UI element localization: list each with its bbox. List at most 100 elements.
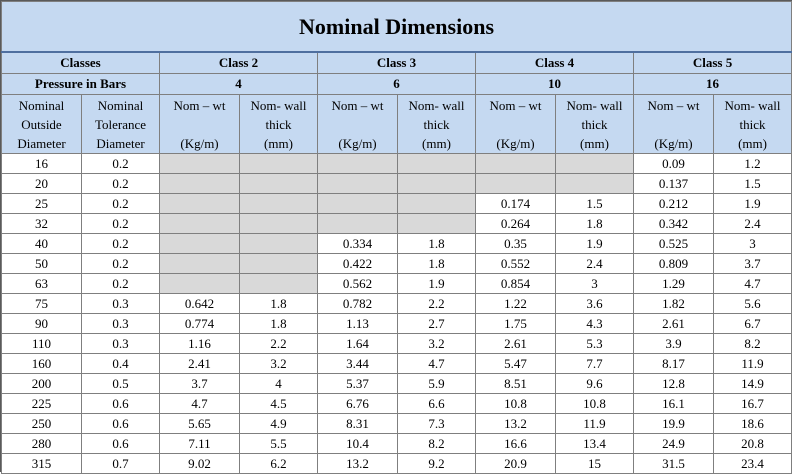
col-header-nom-wall: Nom- wall thick (mm) (239, 94, 318, 154)
cell-not-applicable (239, 213, 318, 234)
cell-tolerance: 0.3 (81, 293, 160, 314)
header-line: Diameter (17, 135, 66, 151)
header-line: (mm) (580, 135, 609, 151)
classes-header-row: Classes Class 2 Class 3 Class 4 Class 5 (1, 51, 792, 74)
header-line: (mm) (264, 135, 293, 151)
table-row: 40 0.2 0.334 1.8 0.35 1.9 0.525 3 (1, 233, 792, 254)
cell-outside-diameter: 32 (1, 213, 82, 234)
cell-nom-wt: 0.525 (633, 233, 714, 254)
table-title: Nominal Dimensions (0, 1, 792, 53)
cell-outside-diameter: 40 (1, 233, 82, 254)
header-line: Nom- wall (724, 97, 781, 113)
header-line: Nom- wall (408, 97, 465, 113)
cell-nom-wall: 5.5 (239, 433, 318, 454)
header-line: thick (581, 116, 608, 132)
col-header-nom-wall: Nom- wall thick (mm) (555, 94, 634, 154)
cell-nom-wt: 0.562 (317, 273, 398, 294)
cell-tolerance: 0.3 (81, 313, 160, 334)
cell-nom-wall: 4.7 (397, 353, 476, 374)
class-name: Class 5 (632, 51, 792, 74)
cell-nom-wall: 6.7 (712, 313, 792, 334)
col-header-nom-wt: Nom – wt (Kg/m) (317, 94, 398, 154)
cell-nom-wt: 13.2 (475, 413, 556, 434)
cell-outside-diameter: 20 (1, 173, 82, 194)
cell-nom-wt: 0.174 (475, 193, 556, 214)
cell-nom-wall: 2.2 (397, 293, 476, 314)
cell-not-applicable (475, 173, 556, 194)
cell-nom-wall: 13.4 (555, 433, 634, 454)
cell-nom-wall: 1.9 (712, 193, 792, 214)
cell-not-applicable (159, 173, 240, 194)
cell-nom-wt: 9.02 (159, 453, 240, 474)
table-row: 90 0.3 0.774 1.8 1.13 2.7 1.75 4.3 2.61 6.7 (1, 313, 792, 334)
header-line: Diameter (96, 135, 145, 151)
cell-nom-wall: 5.3 (555, 333, 634, 354)
cell-nom-wt: 0.137 (633, 173, 714, 194)
cell-nom-wall: 23.4 (712, 453, 792, 474)
cell-nom-wt: 8.17 (633, 353, 714, 374)
col-header-tolerance: Nominal Tolerance Diameter (81, 94, 160, 154)
cell-nom-wt: 1.75 (475, 313, 556, 334)
cell-nom-wt: 3.44 (317, 353, 398, 374)
cell-nom-wt: 20.9 (475, 453, 556, 474)
header-line: Nominal (18, 97, 65, 113)
cell-nom-wall: 20.8 (712, 433, 792, 454)
cell-outside-diameter: 200 (1, 373, 82, 394)
cell-outside-diameter: 110 (1, 333, 82, 354)
cell-not-applicable (159, 273, 240, 294)
cell-nom-wall: 1.8 (397, 253, 476, 274)
cell-nom-wall: 3.2 (397, 333, 476, 354)
cell-nom-wt: 31.5 (633, 453, 714, 474)
table-row: 225 0.6 4.7 4.5 6.76 6.6 10.8 10.8 16.1 16.7 (1, 393, 792, 414)
cell-not-applicable (555, 173, 634, 194)
cell-nom-wt: 1.82 (633, 293, 714, 314)
cell-outside-diameter: 225 (1, 393, 82, 414)
cell-nom-wt: 24.9 (633, 433, 714, 454)
cell-nom-wall: 16.7 (712, 393, 792, 414)
header-line: (mm) (738, 135, 767, 151)
cell-nom-wall: 9.6 (555, 373, 634, 394)
header-line: Nom- wall (566, 97, 623, 113)
pressure-value: 4 (159, 73, 318, 95)
cell-nom-wall: 8.2 (712, 333, 792, 354)
cell-nom-wall: 9.2 (397, 453, 476, 474)
col-header-nom-wt: Nom – wt (Kg/m) (159, 94, 240, 154)
cell-tolerance: 0.3 (81, 333, 160, 354)
cell-outside-diameter: 50 (1, 253, 82, 274)
header-line: Nom – wt (173, 97, 226, 113)
cell-not-applicable (317, 193, 398, 214)
cell-nom-wt: 0.854 (475, 273, 556, 294)
cell-tolerance: 0.2 (81, 213, 160, 234)
table-row: 110 0.3 1.16 2.2 1.64 3.2 2.61 5.3 3.9 8.2 (1, 333, 792, 354)
cell-not-applicable (239, 193, 318, 214)
cell-nom-wall: 10.8 (555, 393, 634, 414)
cell-nom-wt: 5.37 (317, 373, 398, 394)
col-header-outside-diameter: Nominal Outside Diameter (1, 94, 82, 154)
header-line: Tolerance (94, 116, 147, 132)
header-line: (Kg/m) (180, 135, 219, 151)
cell-outside-diameter: 90 (1, 313, 82, 334)
cell-nom-wt: 19.9 (633, 413, 714, 434)
cell-nom-wt: 2.41 (159, 353, 240, 374)
cell-tolerance: 0.7 (81, 453, 160, 474)
cell-nom-wall: 14.9 (712, 373, 792, 394)
cell-tolerance: 0.6 (81, 413, 160, 434)
cell-nom-wt: 16.6 (475, 433, 556, 454)
cell-nom-wt: 0.264 (475, 213, 556, 234)
table-row: 16 0.2 0.09 1.2 (1, 153, 792, 174)
pressure-label: Pressure in Bars (1, 73, 160, 95)
table-row: 250 0.6 5.65 4.9 8.31 7.3 13.2 11.9 19.9 18.6 (1, 413, 792, 434)
cell-outside-diameter: 160 (1, 353, 82, 374)
header-line: thick (423, 116, 450, 132)
cell-nom-wall: 1.5 (712, 173, 792, 194)
cell-nom-wt: 0.212 (633, 193, 714, 214)
cell-nom-wall: 1.9 (397, 273, 476, 294)
cell-nom-wt: 0.809 (633, 253, 714, 274)
cell-nom-wall: 7.3 (397, 413, 476, 434)
cell-not-applicable (159, 213, 240, 234)
pressure-row: Pressure in Bars 4 6 10 16 (1, 73, 792, 95)
cell-nom-wall: 3 (555, 273, 634, 294)
cell-nom-wt: 5.65 (159, 413, 240, 434)
cell-nom-wall: 1.2 (712, 153, 792, 174)
